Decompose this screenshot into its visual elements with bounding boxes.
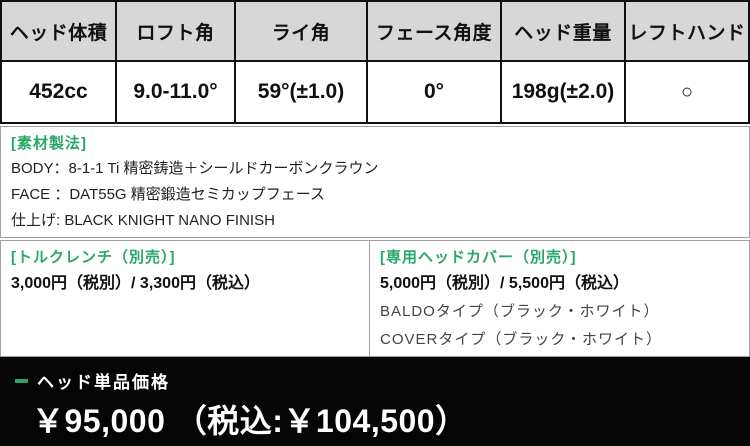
materials-title: [素材製法]	[11, 135, 87, 152]
head-cover-title: [専用ヘッドカバー（別売）]	[380, 249, 577, 266]
spec-header-head-weight: ヘッド重量	[502, 2, 626, 62]
head-cover-type-cover: COVERタイプ（ブラック・ホワイト）	[380, 331, 663, 348]
spec-header-left-hand: レフトハンド	[626, 2, 748, 62]
green-dash-icon	[15, 378, 28, 383]
spec-table: ヘッド体積 ロフト角 ライ角 フェース角度 ヘッド重量 レフトハンド 452cc…	[0, 0, 750, 124]
torque-wrench-price: 3,000円（税別）/ 3,300円（税込）	[11, 275, 260, 292]
materials-section: [素材製法] BODY：8-1-1 Ti 精密鋳造＋シールドカーボンクラウン F…	[0, 126, 750, 238]
head-cover-price: 5,000円（税別）/ 5,500円（税込）	[380, 275, 629, 292]
spec-value-head-volume: 452cc	[2, 62, 117, 122]
spec-header-face-angle: フェース角度	[368, 2, 502, 62]
spec-header-loft-angle: ロフト角	[117, 2, 236, 62]
options-section: [トルクレンチ（別売）] 3,000円（税別）/ 3,300円（税込） [専用ヘ…	[0, 240, 750, 357]
spec-value-face-angle: 0°	[368, 62, 502, 122]
spec-value-loft-angle: 9.0-11.0°	[117, 62, 236, 122]
spec-value-head-weight: 198g(±2.0)	[502, 62, 626, 122]
materials-line-body: BODY：8-1-1 Ti 精密鋳造＋シールドカーボンクラウン	[11, 160, 379, 177]
spec-value-left-hand-circle: ○	[680, 80, 694, 103]
price-banner-price: ￥95,000 （税込:￥104,500）	[32, 403, 468, 439]
spec-header-lie-angle: ライ角	[236, 2, 368, 62]
spec-header-head-volume: ヘッド体積	[2, 2, 117, 62]
spec-value-lie-angle: 59°(±1.0)	[236, 62, 368, 122]
price-banner: ヘッド単品価格 ￥95,000 （税込:￥104,500）	[0, 357, 750, 446]
materials-line-finish: 仕上げ: BLACK KNIGHT NANO FINISH	[11, 212, 275, 229]
price-banner-label: ヘッド単品価格	[37, 373, 170, 392]
torque-wrench-box: [トルクレンチ（別売）] 3,000円（税別）/ 3,300円（税込）	[0, 240, 370, 357]
materials-line-face: FACE ：DAT55G 精密鍛造セミカップフェース	[11, 186, 326, 203]
torque-wrench-title: [トルクレンチ（別売）]	[11, 249, 176, 266]
price-banner-label-row: ヘッド単品価格	[15, 368, 750, 393]
head-cover-box: [専用ヘッドカバー（別売）] 5,000円（税別）/ 5,500円（税込） BA…	[370, 240, 750, 357]
head-cover-type-baldo: BALDOタイプ（ブラック・ホワイト）	[380, 303, 660, 320]
